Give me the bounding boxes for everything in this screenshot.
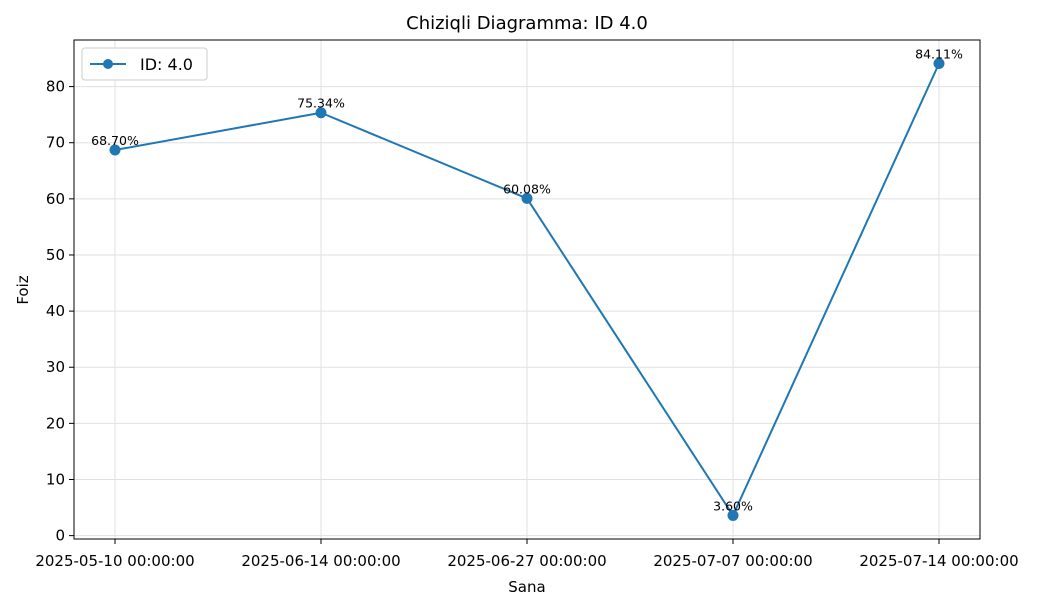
legend-marker (103, 59, 113, 69)
chart-title: Chiziqli Diagramma: ID 4.0 (406, 13, 648, 34)
data-label: 84.11% (915, 47, 963, 62)
legend: ID: 4.0 (81, 47, 208, 81)
plot-area-frame (73, 39, 981, 540)
data-point (933, 58, 945, 70)
y-tick-label: 60 (46, 190, 65, 208)
data-label: 60.08% (503, 181, 551, 196)
y-tick-label: 50 (46, 246, 65, 264)
data-point (521, 192, 533, 204)
x-tick-label: 2025-07-07 00:00:00 (653, 552, 812, 570)
x-tick-label: 2025-06-14 00:00:00 (241, 552, 400, 570)
data-label: 3.60% (713, 498, 753, 513)
data-point (109, 144, 121, 156)
legend-box (81, 47, 208, 81)
data-label: 68.70% (91, 133, 139, 148)
y-tick-label: 70 (46, 134, 65, 152)
y-tick-label: 10 (46, 471, 65, 489)
data-point (727, 509, 739, 521)
y-tick-label: 0 (55, 527, 65, 545)
legend-label: ID: 4.0 (140, 55, 193, 74)
data-label: 75.34% (297, 96, 345, 111)
y-tick-label: 30 (46, 358, 65, 376)
x-tick-label: 2025-06-27 00:00:00 (447, 552, 606, 570)
data-point (315, 107, 327, 119)
grid (74, 40, 980, 539)
y-tick-label: 20 (46, 414, 65, 432)
x-tick-label: 2025-07-14 00:00:00 (859, 552, 1018, 570)
y-axis-label: Foiz (14, 275, 32, 304)
x-axis: 2025-05-10 00:00:00 2025-06-14 00:00:00 20… (35, 539, 1019, 570)
y-tick-label: 40 (46, 302, 65, 320)
series-layer: 68.70% 75.34% 60.08% 3.60% 84.11% (91, 47, 963, 521)
y-axis: 0 10 20 30 40 50 60 70 80 (46, 78, 74, 545)
y-tick-label: 80 (46, 78, 65, 96)
x-tick-label: 2025-05-10 00:00:00 (35, 552, 194, 570)
x-axis-label: Sana (508, 578, 545, 596)
